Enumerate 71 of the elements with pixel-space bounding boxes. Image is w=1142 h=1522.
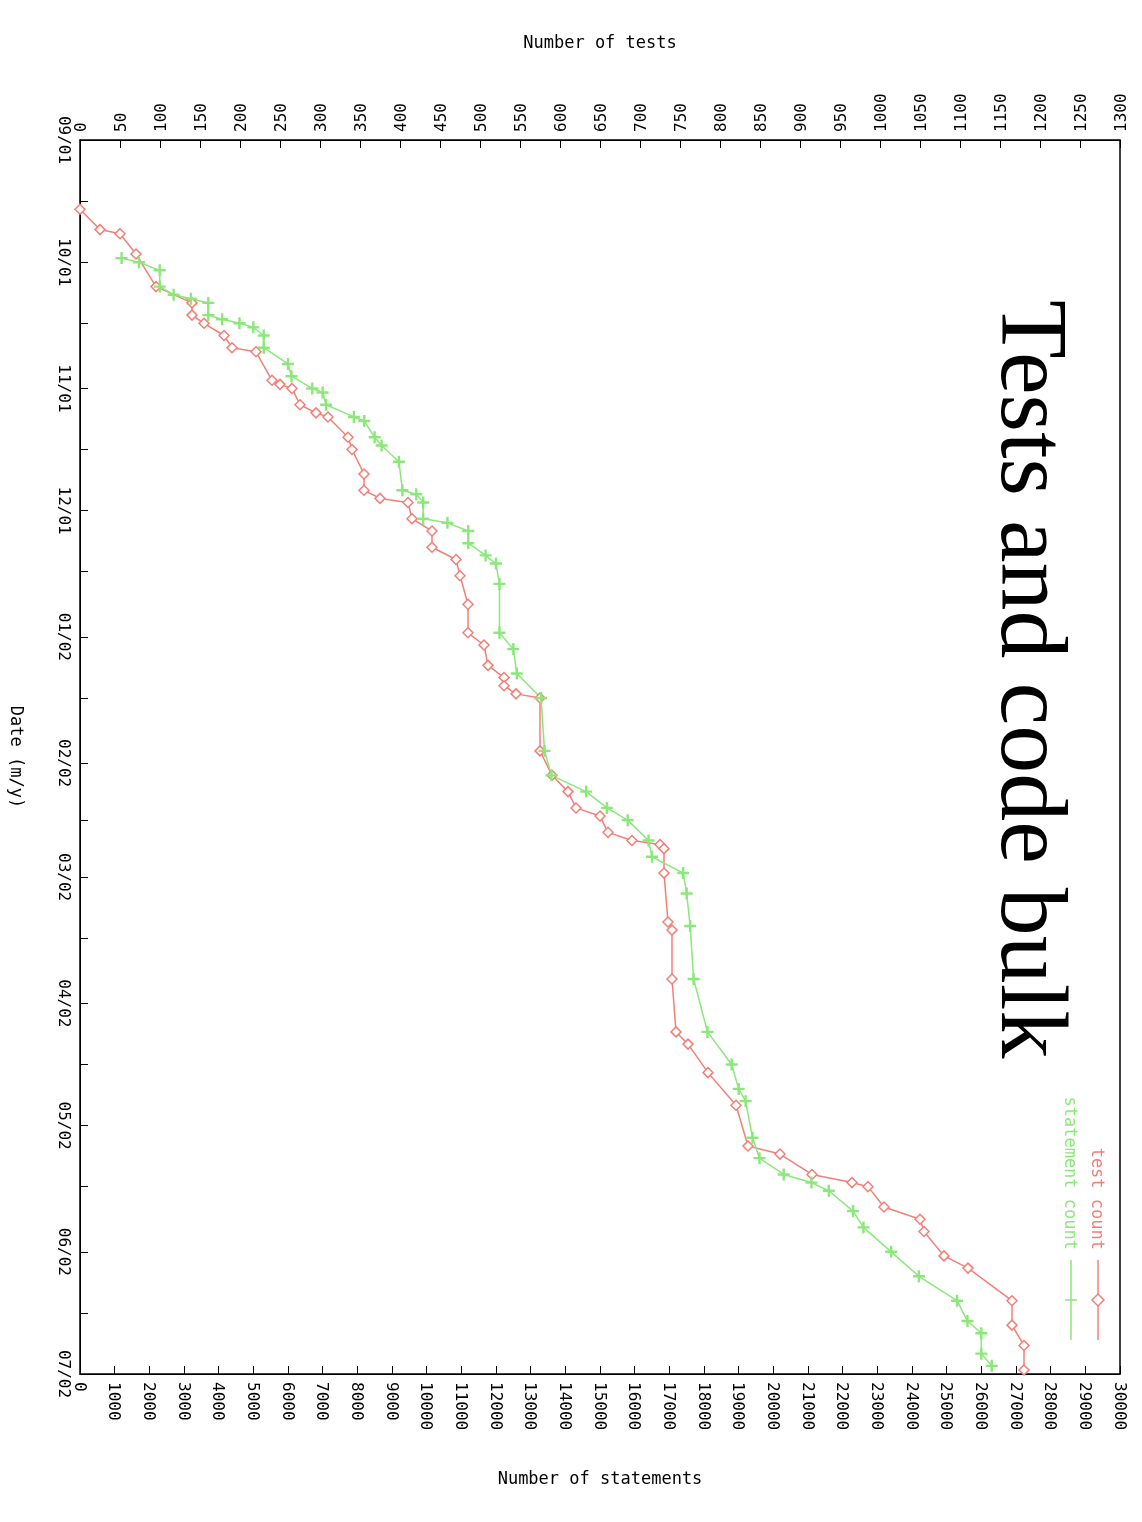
x2-tick-label: 150 [190, 103, 210, 132]
x2-tick-label: 100 [150, 103, 170, 132]
x2-tick-label: 200 [230, 103, 250, 132]
x2-tick-label: 850 [750, 103, 770, 132]
x2-tick-label: 1300 [1110, 93, 1130, 132]
x2-tick-label: 400 [390, 103, 410, 132]
x2-tick-label: 50 [110, 112, 130, 132]
x2-tick-label: 1000 [870, 93, 890, 132]
x2-tick-label: 800 [710, 103, 730, 132]
x-tick-label: 8000 [347, 1382, 367, 1421]
x2-tick-label: 350 [350, 103, 370, 132]
y-tick-label: 12/01 [54, 486, 74, 535]
x-tick-label: 15000 [590, 1382, 610, 1431]
text: statement count [1061, 1095, 1082, 1250]
y-tick-label: 01/02 [54, 612, 74, 661]
x-tick-label: 16000 [625, 1382, 645, 1431]
x-tick-label: 1000 [105, 1382, 125, 1421]
x2-tick-label: 300 [310, 103, 330, 132]
x2-tick-label: 900 [790, 103, 810, 132]
x-tick-label: 2000 [139, 1382, 159, 1421]
x-tick-label: 6000 [278, 1382, 298, 1421]
x-tick-label: 18000 [694, 1382, 714, 1431]
x-tick-label: 26000 [971, 1382, 991, 1431]
x-tick-label: 28000 [1041, 1382, 1061, 1431]
x2-tick-label: 1200 [1030, 93, 1050, 132]
x-tick-label: 14000 [555, 1382, 575, 1431]
x-tick-label: 25000 [937, 1382, 957, 1431]
x2-tick-label: 750 [670, 103, 690, 132]
x2-tick-label: 450 [430, 103, 450, 132]
x-tick-label: 19000 [729, 1382, 749, 1431]
y-tick-label: 05/02 [54, 1101, 74, 1150]
text: Tests and code bulk [980, 300, 1088, 1059]
x2-tick-label: 550 [510, 103, 530, 132]
x-tick-label: 5000 [243, 1382, 263, 1421]
y-axis-title: Date (m/y) [6, 705, 27, 809]
x-tick-label: 20000 [763, 1382, 783, 1431]
x2-tick-label: 1150 [990, 93, 1010, 132]
x2-tick-label: 500 [470, 103, 490, 132]
x-tick-label: 10000 [417, 1382, 437, 1431]
y-tick-label: 03/02 [54, 853, 74, 902]
x2-tick-label: 1100 [950, 93, 970, 132]
x-tick-label: 23000 [867, 1382, 887, 1431]
y-tick-label: 06/02 [54, 1227, 74, 1276]
y-tick-label: 11/01 [54, 364, 74, 413]
x2-tick-label: 600 [550, 103, 570, 132]
x2-tick-label: 1250 [1070, 93, 1090, 132]
x-tick-label: 22000 [833, 1382, 853, 1431]
x-tick-label: 7000 [313, 1382, 333, 1421]
x-tick-label: 9000 [382, 1382, 402, 1421]
y-tick-label: 04/02 [54, 979, 74, 1028]
x-tick-label: 29000 [1075, 1382, 1095, 1431]
x2-tick-label: 650 [590, 103, 610, 132]
x-tick-label: 13000 [521, 1382, 541, 1431]
y-tick-label: 10/01 [54, 238, 74, 287]
x-tick-label: 30000 [1110, 1382, 1130, 1431]
x-tick-label: 24000 [902, 1382, 922, 1431]
x-axis-title: Number of statements [497, 1467, 703, 1488]
x2-tick-label: 250 [270, 103, 290, 132]
y-tick-label: 02/02 [54, 739, 74, 788]
text: test count [1088, 1146, 1109, 1250]
x-tick-label: 4000 [209, 1382, 229, 1421]
x-tick-label: 27000 [1006, 1382, 1026, 1431]
x-tick-label: 11000 [451, 1382, 471, 1431]
x2-axis-title: Number of tests [523, 31, 677, 52]
x2-tick-label: 1050 [910, 93, 930, 132]
x-tick-label: 3000 [174, 1382, 194, 1421]
x-tick-label: 17000 [659, 1382, 679, 1431]
x2-tick-label: 700 [630, 103, 650, 132]
x2-tick-label: 950 [830, 103, 850, 132]
x-tick-label: 21000 [798, 1382, 818, 1431]
x-tick-label: 12000 [486, 1382, 506, 1431]
